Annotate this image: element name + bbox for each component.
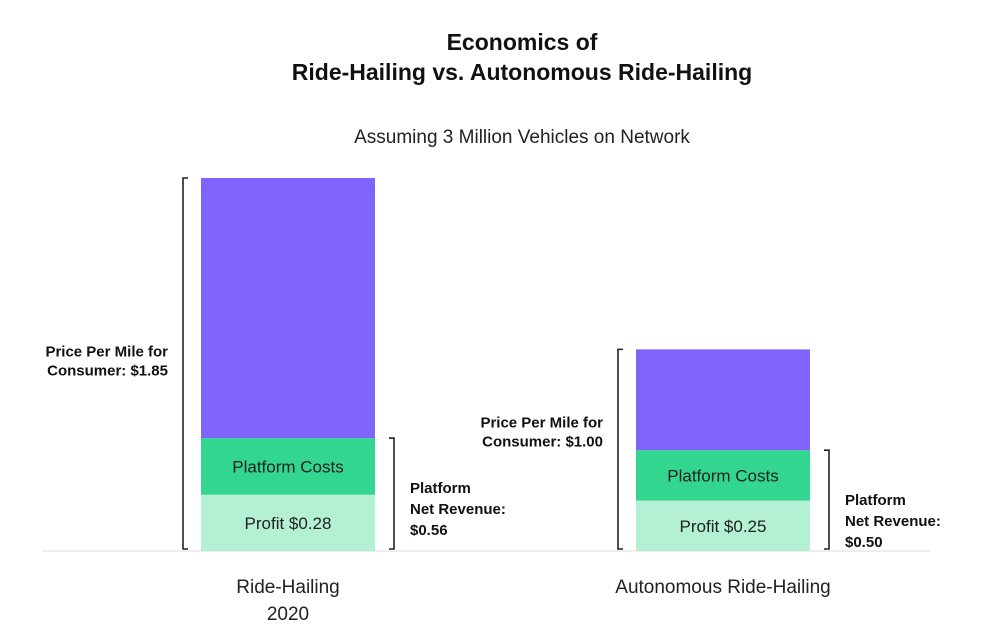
annotation-1-line-0: Platform <box>410 480 471 497</box>
annotation-0-line-1: Consumer: $1.85 <box>47 363 168 380</box>
annotations-group: Price Per Mile for Consumer: $1.85 Platfor… <box>45 177 941 551</box>
annotation-1-bracket <box>389 437 395 550</box>
annotation-1-line-1: Net Revenue: <box>410 501 506 518</box>
bars-group: Profit $0.28 Platform Costs Profit $0.25 Pl… <box>201 178 810 551</box>
chart-title-line-1: Economics of <box>447 29 598 55</box>
bar-1-segment-1-label: Platform Costs <box>667 466 778 485</box>
annotation-3-bracket <box>824 449 830 550</box>
category-1-label-line-0: Autonomous Ride-Hailing <box>615 577 830 598</box>
annotation-2-line-0: Price Per Mile for <box>480 415 603 432</box>
bar-0-segment-1-label: Platform Costs <box>232 457 343 476</box>
annotation-3-line-1: Net Revenue: <box>845 513 941 530</box>
bar-0-segment-1 <box>201 438 375 495</box>
annotation-3-line-0: Platform <box>845 492 906 509</box>
annotation-1-line-2: $0.56 <box>410 522 448 539</box>
category-0-label-line-1: 2020 <box>267 604 309 625</box>
annotation-0-line-0: Price Per Mile for <box>45 344 168 361</box>
bar-0-segment-0-label: Profit $0.28 <box>245 514 332 533</box>
bar-1-segment-0-label: Profit $0.25 <box>680 517 767 536</box>
annotation-2-line-1: Consumer: $1.00 <box>482 434 603 451</box>
category-labels-group: Ride-Hailing 2020 Autonomous Ride-Hailing <box>236 577 830 625</box>
bar-1-segment-1 <box>636 450 810 501</box>
category-0-label-line-0: Ride-Hailing <box>236 577 340 598</box>
bar-1-segment-0 <box>636 500 810 551</box>
annotation-0-bracket <box>182 177 188 550</box>
bar-0-segment-0 <box>201 494 375 551</box>
bar-0-segment-2 <box>201 178 375 439</box>
annotation-2-bracket <box>617 348 623 550</box>
bar-1-segment-2 <box>636 349 810 451</box>
annotation-3-line-2: $0.50 <box>845 534 883 551</box>
chart-subtitle: Assuming 3 Million Vehicles on Network <box>354 127 690 148</box>
chart-title-line-2: Ride-Hailing vs. Autonomous Ride-Hailing <box>292 59 752 85</box>
